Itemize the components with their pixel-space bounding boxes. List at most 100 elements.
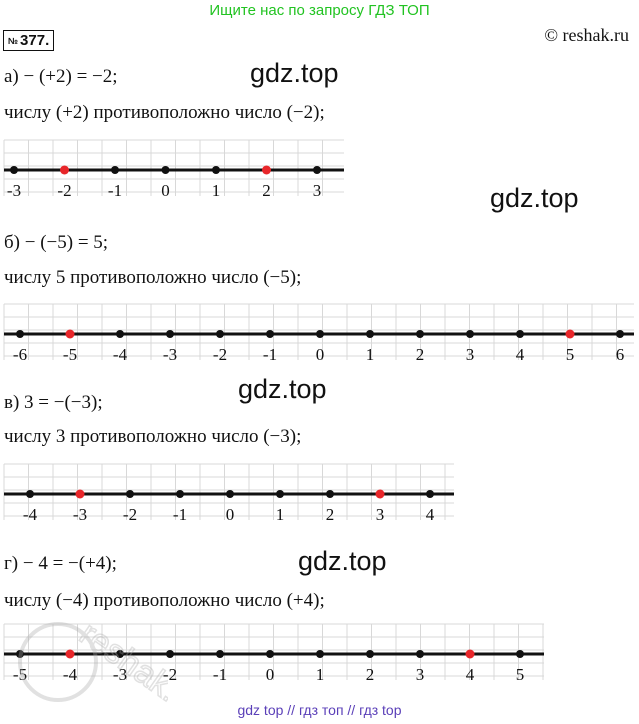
tick-label: -1 [213, 665, 227, 684]
highlighted-point [465, 649, 475, 659]
point [166, 650, 174, 658]
point [26, 490, 34, 498]
tick-label: -4 [113, 345, 128, 364]
equation-b: б) − (−5) = 5; [4, 232, 109, 253]
point [416, 650, 424, 658]
point [516, 330, 524, 338]
tick-label: -4 [63, 665, 78, 684]
point [316, 650, 324, 658]
point [212, 166, 220, 174]
point [326, 490, 334, 498]
point [516, 650, 524, 658]
tick-label: -3 [73, 505, 87, 524]
watermark: gdz.top [238, 374, 327, 404]
search-banner: Ищите нас по запросу ГДЗ ТОП [209, 2, 430, 19]
number-line-c: -4 -3 -2 -1 0 1 2 3 4 [3, 463, 454, 524]
point [161, 166, 170, 174]
point [16, 650, 24, 658]
reshak-seal-watermark: reshak.ru [18, 614, 168, 710]
tick-label: 3 [376, 505, 385, 524]
highlighted-point [60, 165, 69, 175]
copyright: © reshak.ru [544, 25, 629, 45]
point [616, 330, 624, 338]
point [426, 490, 434, 498]
point [16, 330, 24, 338]
tick-label: 0 [266, 665, 275, 684]
point [366, 330, 374, 338]
tick-label: 5 [516, 665, 525, 684]
point [116, 650, 124, 658]
tick-label: -2 [123, 505, 137, 524]
highlighted-point [75, 489, 85, 499]
tick-label: -2 [213, 345, 227, 364]
point [176, 490, 184, 498]
tick-label: 2 [326, 505, 335, 524]
point [226, 490, 234, 498]
tick-label: 2 [366, 665, 375, 684]
statement-d: числу (−4) противоположно число (+4); [4, 590, 325, 611]
point [366, 650, 374, 658]
tick-label: -5 [13, 665, 27, 684]
point [313, 166, 321, 174]
tick-label: -3 [113, 665, 127, 684]
tick-label: -4 [23, 505, 38, 524]
statement-a: числу (+2) противоположно число (−2); [4, 102, 325, 123]
tick-label: 1 [212, 181, 221, 200]
point [276, 490, 284, 498]
equation-a: а) − (+2) = −2; [4, 66, 118, 87]
tick-label: 0 [226, 505, 235, 524]
point [116, 330, 124, 338]
watermark: gdz.top [490, 183, 579, 213]
number-line-a: -3 -2 -1 0 1 2 3 [3, 139, 344, 200]
highlighted-point [65, 649, 75, 659]
tick-label: -2 [57, 181, 71, 200]
point [216, 330, 224, 338]
point [266, 650, 274, 658]
tick-label: -6 [13, 345, 27, 364]
point [466, 330, 474, 338]
number-sign: № [8, 36, 19, 46]
tick-label: 1 [276, 505, 285, 524]
point [216, 650, 224, 658]
point [126, 490, 134, 498]
tick-label: 1 [316, 665, 325, 684]
tick-label: 5 [566, 345, 575, 364]
point [166, 330, 174, 338]
grid [3, 303, 634, 360]
tick-label: -1 [263, 345, 277, 364]
grid [3, 139, 344, 196]
statement-b: числу 5 противоположно число (−5); [4, 267, 302, 288]
tick-label: -2 [163, 665, 177, 684]
tick-label: -5 [63, 345, 77, 364]
tick-label: 2 [262, 181, 271, 200]
tick-label: -1 [108, 181, 122, 200]
tick-label: 3 [416, 665, 425, 684]
seal-text: reshak.ru [73, 614, 168, 710]
highlighted-point [262, 165, 271, 175]
point [111, 166, 119, 174]
tick-label: 6 [616, 345, 625, 364]
highlighted-point [65, 329, 75, 339]
tick-label: 4 [466, 665, 475, 684]
tick-label: 3 [313, 181, 322, 200]
task-number-value: 377. [20, 32, 50, 49]
point [416, 330, 424, 338]
tick-label: 3 [466, 345, 475, 364]
tick-label: 1 [366, 345, 375, 364]
watermark: gdz.top [250, 58, 339, 88]
watermark: gdz.top [298, 546, 387, 576]
equation-d: г) − 4 = −(+4); [4, 553, 117, 574]
tick-label: 2 [416, 345, 425, 364]
number-line-d: -5 -4 -3 -2 -1 0 1 2 3 4 5 [3, 623, 544, 684]
equation-c: в) 3 = −(−3); [4, 392, 103, 413]
tick-label: 0 [161, 181, 170, 200]
task-number: № 377. [3, 30, 55, 51]
point [316, 330, 324, 338]
tick-label: -1 [173, 505, 187, 524]
tick-label: -3 [163, 345, 177, 364]
tick-label: -3 [7, 181, 21, 200]
footer-links: gdz top // гдз топ // гдз top [237, 702, 402, 718]
statement-c: числу 3 противоположно число (−3); [4, 426, 302, 447]
highlighted-point [565, 329, 575, 339]
tick-label: 4 [426, 505, 435, 524]
